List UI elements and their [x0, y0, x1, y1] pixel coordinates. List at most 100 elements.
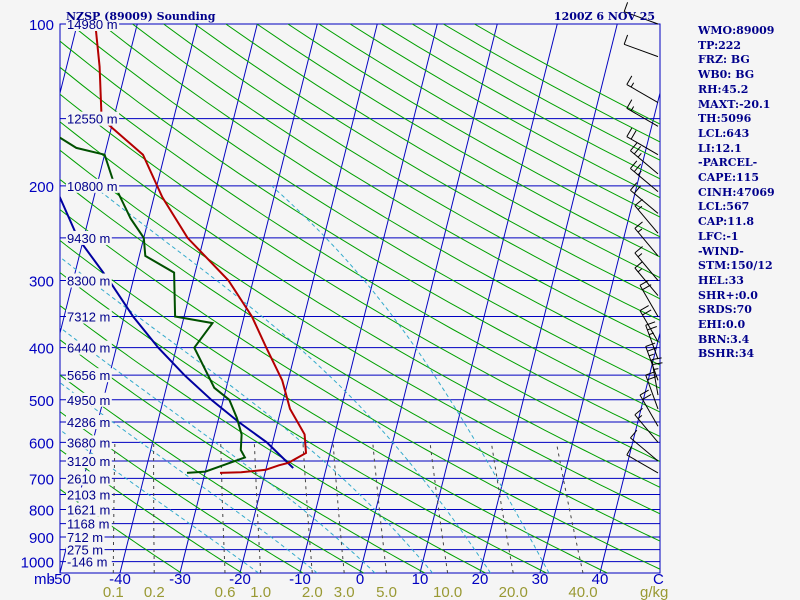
- height-label: 712 m: [67, 530, 103, 545]
- pressure-tick-label: 800: [29, 503, 54, 520]
- temperature-unit-label: C: [653, 571, 664, 588]
- height-label: 3120 m: [67, 454, 110, 469]
- index-line: LCL:643: [698, 126, 750, 140]
- height-label-background: [66, 230, 112, 245]
- chart-title: NZSP (89009) Sounding: [66, 10, 216, 23]
- height-label-background: [66, 554, 112, 569]
- wind-barb: [623, 34, 659, 58]
- mixing-ratio-line: [429, 442, 449, 573]
- dry-adiabat-line: [60, 374, 365, 573]
- index-line: -PARCEL-: [698, 156, 758, 170]
- dry-adiabat-line: [256, 24, 660, 258]
- height-label-background: [66, 542, 105, 557]
- height-label: 4950 m: [67, 393, 110, 408]
- height-label: 275 m: [67, 543, 103, 558]
- pressure-tick-label: 900: [29, 530, 54, 547]
- wind-barb: [639, 305, 659, 343]
- mixing-ratio-line: [253, 442, 262, 573]
- dry-adiabat-line: [60, 488, 182, 573]
- height-label: 2610 m: [67, 471, 110, 486]
- mixing-ratio-unit-label: g/kg: [640, 584, 668, 600]
- height-label: 6440 m: [67, 341, 110, 356]
- index-line: CAP:11.8: [698, 215, 755, 229]
- height-label: 8300 m: [67, 274, 110, 289]
- wind-barb: [630, 142, 659, 175]
- mixing-ratio-label: 3.0: [334, 584, 355, 600]
- height-label: 2103 m: [67, 487, 110, 502]
- isotherm-line: [299, 24, 438, 573]
- mixing-ratio-label: 0.6: [215, 584, 236, 600]
- plot-area: [59, 23, 661, 574]
- mixing-ratio-line: [555, 442, 584, 573]
- height-label: 3680 m: [67, 435, 110, 450]
- isotherm-line: [179, 24, 318, 573]
- isotherm-line: [479, 24, 618, 573]
- index-line: LI:12.1: [698, 141, 742, 155]
- index-line: CINH:47069: [698, 185, 775, 199]
- dry-adiabat-line: [60, 93, 660, 463]
- height-label: 7312 m: [67, 309, 110, 324]
- mixing-ratio-line: [332, 442, 345, 573]
- height-label-background: [66, 111, 120, 126]
- indices-panel: WMO:89009 TP:222 FRZ: BG WB0: BG RH:45.2 MAXT…: [698, 24, 798, 362]
- height-label-background: [66, 454, 112, 469]
- moist-adiabat-line: [271, 185, 550, 573]
- height-label-background: [66, 368, 112, 383]
- pressure-tick-label: 1000: [21, 555, 54, 572]
- wind-barb: [634, 246, 659, 281]
- height-label: 10800 m: [67, 179, 118, 194]
- dry-adiabat-line: [60, 178, 660, 542]
- index-line: WB0: BG: [698, 68, 755, 82]
- index-line: LCL:567: [698, 200, 750, 214]
- mixing-ratio-label: 2.0: [302, 584, 323, 600]
- index-line: RH:45.2: [698, 82, 749, 96]
- height-label: 4286 m: [67, 415, 110, 430]
- height-label: 12550 m: [67, 112, 118, 127]
- isotherm-line: [359, 24, 498, 573]
- height-label-background: [66, 471, 112, 486]
- wind-barb: [645, 321, 659, 360]
- mixing-ratio-label: 5.0: [376, 584, 397, 600]
- index-line: TP:222: [698, 38, 742, 52]
- moist-adiabat-line: [92, 185, 492, 573]
- mixing-ratio-label: 0.2: [144, 584, 165, 600]
- height-label-background: [66, 392, 112, 407]
- mixing-ratio-line: [372, 442, 387, 573]
- pressure-tick-label: 500: [29, 393, 54, 410]
- dry-adiabat-line: [60, 411, 304, 573]
- wind-barb: [645, 371, 659, 410]
- pressure-unit-label: mb: [34, 571, 55, 588]
- temperature-profile-line: [94, 24, 308, 474]
- temperature-tick-label: 10: [412, 571, 429, 588]
- index-line: LFC:-1: [698, 229, 739, 243]
- dry-adiabat-line: [101, 24, 660, 366]
- wind-barb: [626, 446, 659, 474]
- height-label-background: [66, 502, 112, 517]
- index-line: WMO:89009: [698, 24, 775, 37]
- wind-barb: [639, 279, 659, 317]
- index-line: SRDS:70: [698, 303, 752, 317]
- temperature-tick-label: -40: [109, 571, 131, 588]
- mixing-ratio-label: 0.1: [103, 584, 124, 600]
- wind-barb: [634, 221, 659, 257]
- height-label-background: [66, 530, 105, 545]
- wind-barb: [626, 127, 659, 156]
- wind-barb: [634, 407, 659, 443]
- mixing-ratio-line: [490, 442, 514, 573]
- isotherm-line: [119, 24, 258, 573]
- wind-barb: [626, 75, 659, 103]
- height-label: 9430 m: [67, 231, 110, 246]
- mixing-ratio-line: [302, 442, 313, 573]
- valid-time: 1200Z 6 NOV 25: [554, 10, 655, 23]
- height-label-background: [66, 178, 120, 193]
- height-label: 1621 m: [67, 503, 110, 518]
- temperature-tick-label: -30: [169, 571, 191, 588]
- parcel-path-line: [60, 195, 294, 469]
- height-label-background: [66, 340, 112, 355]
- mixing-ratio-line: [220, 442, 226, 573]
- index-line: -WIND-: [698, 244, 744, 258]
- mixing-ratio-label: 40.0: [568, 584, 597, 600]
- height-label-background: [66, 309, 112, 324]
- temperature-tick-label: 40: [592, 571, 609, 588]
- dry-adiabat-line: [60, 449, 243, 573]
